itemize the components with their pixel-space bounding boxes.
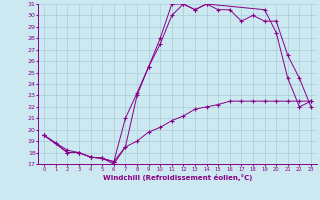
X-axis label: Windchill (Refroidissement éolien,°C): Windchill (Refroidissement éolien,°C) [103,174,252,181]
